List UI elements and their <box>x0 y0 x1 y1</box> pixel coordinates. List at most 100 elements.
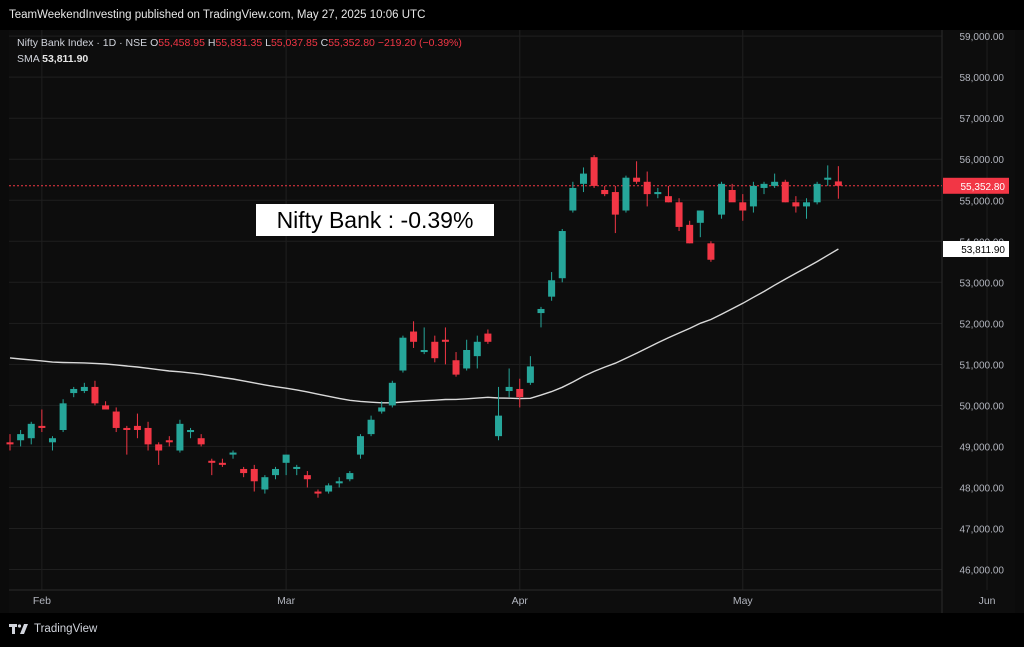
close-value: 55,352.80 <box>328 37 375 49</box>
time-tick-label: May <box>733 595 754 607</box>
annotation-text: Nifty Bank : -0.39% <box>276 207 474 233</box>
candle-body <box>813 183 821 203</box>
candle-body <box>728 190 736 203</box>
grid-lines <box>9 30 988 590</box>
candle-body <box>165 440 173 443</box>
candle-body <box>144 427 152 445</box>
candle-body <box>569 187 577 211</box>
candle-body <box>420 350 428 353</box>
candle-body <box>516 388 524 398</box>
price-tick-label: 50,000.00 <box>960 401 1005 412</box>
candle-body <box>70 388 78 394</box>
candle-body <box>303 475 311 480</box>
candle-body <box>643 181 651 195</box>
price-badges: 55,352.80 53,811.90 <box>943 177 1009 257</box>
candle-body <box>505 386 513 392</box>
candle-body <box>80 386 88 392</box>
candle-body <box>261 477 269 490</box>
ohlc-row: Nifty Bank Index · 1D · NSE O55,458.95 H… <box>17 35 462 51</box>
sma-line <box>9 248 839 404</box>
candle-body <box>484 333 492 342</box>
candle-body <box>452 360 460 375</box>
candle-body <box>367 419 375 435</box>
candle-body <box>378 407 386 412</box>
price-tick-label: 59,000.00 <box>960 32 1005 43</box>
time-tick-label: Mar <box>277 595 296 607</box>
candle-body <box>325 485 333 492</box>
candle-body <box>495 415 503 437</box>
tradingview-logo-icon <box>9 624 28 634</box>
sma-value: 53,811.90 <box>42 53 89 65</box>
price-tick-label: 53,000.00 <box>960 278 1005 289</box>
candle-body <box>590 157 598 186</box>
candle-body <box>335 481 343 484</box>
time-tick-label: Jun <box>979 595 996 607</box>
last-price-badge <box>943 177 1009 194</box>
candle-body <box>229 452 237 455</box>
candle-body <box>112 411 120 428</box>
candle-body <box>739 202 747 211</box>
sma-badge <box>943 240 1009 257</box>
time-tick-label: Feb <box>33 595 51 607</box>
candle-body <box>622 177 630 211</box>
price-tick-label: 55,000.00 <box>960 196 1005 207</box>
chart-legend: Nifty Bank Index · 1D · NSE O55,458.95 H… <box>17 35 462 67</box>
candle-body <box>696 210 704 223</box>
candle-body <box>431 341 439 359</box>
time-axis: Feb Mar Apr May Jun <box>33 595 996 607</box>
candle-body <box>208 460 216 463</box>
publish-header: TeamWeekendInvesting published on Tradin… <box>0 0 1024 30</box>
tradingview-logo[interactable]: TradingView <box>9 623 97 635</box>
price-tick-label: 56,000.00 <box>960 155 1005 166</box>
candle-body <box>356 436 364 455</box>
candle-body <box>803 202 810 207</box>
price-tick-label: 46,000.00 <box>960 565 1005 576</box>
candle-body <box>611 192 619 215</box>
candle-body <box>6 442 14 445</box>
candle-body <box>410 331 418 342</box>
candle-body <box>834 181 842 186</box>
candle-body <box>133 425 141 430</box>
candle-body <box>102 405 110 410</box>
candle-body <box>346 473 354 480</box>
change-value: −219.20 (−0.39%) <box>377 37 462 49</box>
low-label: L <box>265 37 271 49</box>
chart-frame <box>9 30 1015 613</box>
candle-body <box>388 382 396 406</box>
candle-body <box>197 438 205 445</box>
price-tick-label: 48,000.00 <box>960 483 1005 494</box>
candle-body <box>526 366 534 383</box>
candle-body <box>282 454 290 463</box>
sma-label[interactable]: SMA <box>17 53 40 65</box>
candle-body <box>38 425 46 428</box>
candle-body <box>771 181 779 186</box>
price-tick-label: 47,000.00 <box>960 524 1005 535</box>
open-value: 55,458.95 <box>158 37 205 49</box>
footer-bar <box>0 613 1024 647</box>
high-label: H <box>207 37 216 49</box>
high-value: 55,831.35 <box>215 37 263 49</box>
candle-body <box>399 337 407 371</box>
candle-body <box>123 427 131 430</box>
tradingview-brand: TradingView <box>34 623 98 635</box>
price-tick-label: 51,000.00 <box>960 360 1005 371</box>
symbol-label[interactable]: Nifty Bank Index · 1D · NSE <box>17 37 148 49</box>
candle-body <box>218 462 226 465</box>
candle-body <box>792 202 800 207</box>
candle-body <box>781 181 789 203</box>
candle-body <box>272 468 279 476</box>
annotation-box: Nifty Bank : -0.39% <box>256 204 494 236</box>
candle-body <box>59 403 67 430</box>
candle-body <box>250 468 258 482</box>
candle-body <box>749 185 757 207</box>
publish-line: TeamWeekendInvesting published on Tradin… <box>9 9 426 21</box>
candle-body <box>473 341 481 357</box>
candle-body <box>579 173 587 184</box>
candle-body <box>558 231 566 279</box>
open-label: O <box>150 37 159 49</box>
last-price-badge-text: 55,352.80 <box>961 182 1006 193</box>
candle-body <box>441 339 449 342</box>
candle-body <box>760 183 768 188</box>
candlesticks <box>6 155 842 498</box>
